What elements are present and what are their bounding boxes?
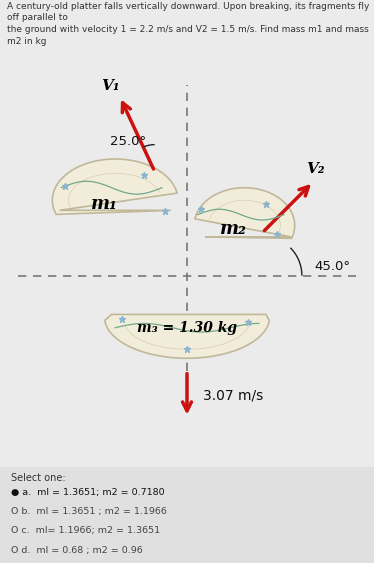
Text: V₂: V₂ — [306, 162, 324, 176]
Text: m₂: m₂ — [220, 220, 247, 238]
Text: m₁: m₁ — [91, 195, 118, 213]
Text: O c.  ml= 1.1966; m2 = 1.3651: O c. ml= 1.1966; m2 = 1.3651 — [11, 526, 160, 535]
Text: 45.0°: 45.0° — [315, 260, 350, 273]
Text: V₁: V₁ — [102, 79, 120, 93]
Polygon shape — [195, 187, 295, 238]
Text: O d.  ml = 0.68 ; m2 = 0.96: O d. ml = 0.68 ; m2 = 0.96 — [11, 546, 143, 555]
Polygon shape — [52, 159, 177, 215]
Text: 25.0°: 25.0° — [110, 135, 146, 148]
Text: 3.07 m/s: 3.07 m/s — [203, 389, 263, 403]
Text: ● a.  ml = 1.3651; m2 = 0.7180: ● a. ml = 1.3651; m2 = 0.7180 — [11, 488, 165, 497]
Text: m₃ = 1.30 kg: m₃ = 1.30 kg — [137, 321, 237, 335]
Polygon shape — [105, 315, 269, 358]
Text: O b.  ml = 1.3651 ; m2 = 1.1966: O b. ml = 1.3651 ; m2 = 1.1966 — [11, 507, 167, 516]
Text: Select one:: Select one: — [11, 473, 66, 483]
Text: A century-old platter falls vertically downward. Upon breaking, its fragments fl: A century-old platter falls vertically d… — [7, 2, 370, 46]
